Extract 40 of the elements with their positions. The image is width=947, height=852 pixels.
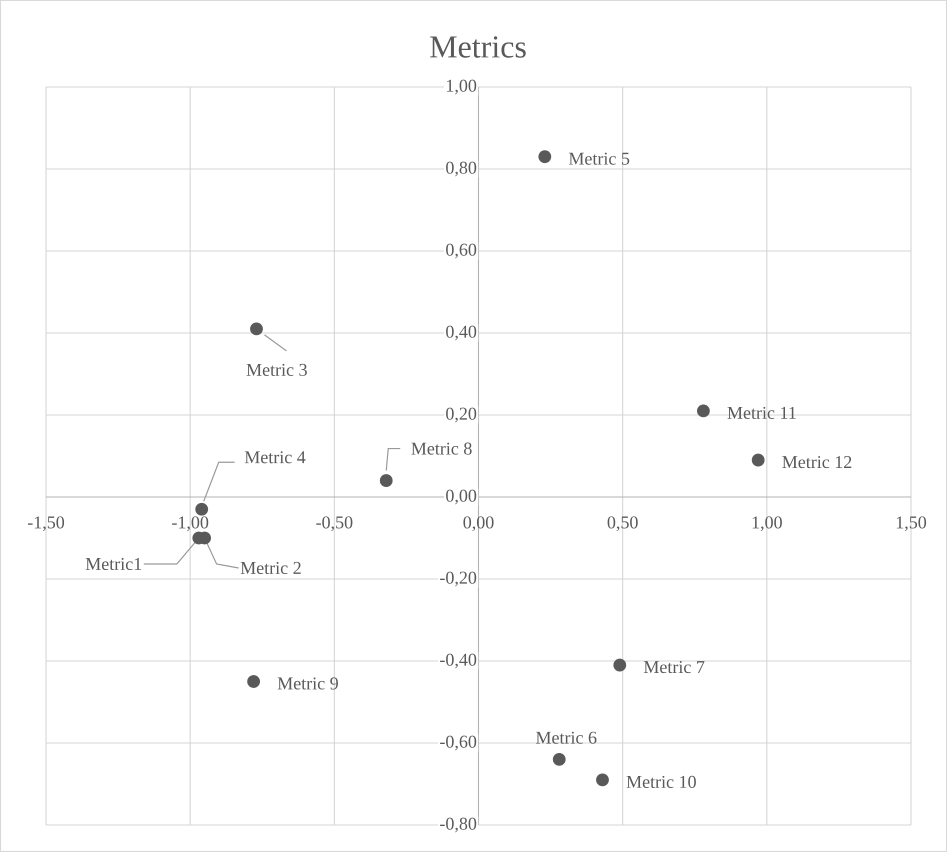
annotation: Metric 9: [278, 677, 338, 690]
y-tick-label: 0,60: [446, 244, 476, 258]
x-tick-label: 0,50: [608, 516, 638, 532]
y-tick-label: -0,40: [440, 654, 476, 668]
chart-title: Metrics: [430, 36, 526, 58]
point: [552, 752, 566, 766]
annotation: Metric 4: [244, 451, 306, 464]
point: [195, 502, 208, 516]
annotation: Metric 2: [240, 562, 301, 574]
annotation: Metric 8: [411, 442, 472, 455]
y-tick-label: 0,00: [446, 490, 476, 504]
annotation: Metric 5: [568, 152, 630, 165]
annotation: Metric 6: [536, 732, 596, 744]
annotation: Metric 10: [626, 776, 696, 788]
y-tick-label: 1,00: [446, 80, 476, 94]
annotation: Metric 3: [246, 364, 307, 376]
x-tick-label: -0,50: [316, 516, 352, 532]
point: [613, 658, 626, 672]
y-tick-label: 0,80: [446, 162, 476, 176]
y-tick-label: -0,20: [440, 572, 476, 586]
x-tick-label: 0,00: [463, 516, 494, 532]
x-tick-label: -1,50: [28, 516, 64, 532]
point: [380, 474, 393, 487]
point: [596, 773, 609, 786]
y-tick-label: -0,80: [440, 818, 476, 832]
point: [752, 454, 765, 466]
y-tick-label: 0,40: [446, 326, 476, 340]
point: [247, 675, 260, 688]
point: [538, 150, 552, 164]
annotation: Metric 7: [644, 661, 704, 674]
x-tick-label: -1,00: [172, 516, 208, 532]
annotation: Metric 12: [782, 456, 852, 468]
annotation: Metric1: [86, 558, 142, 570]
y-tick-label: -0,60: [440, 736, 476, 750]
x-tick-label: 1,50: [896, 516, 926, 532]
point: [696, 404, 710, 418]
point: [250, 322, 263, 336]
x-tick-label: 1,00: [752, 516, 782, 532]
y-tick-label: 0,20: [446, 408, 476, 422]
annotation: Metric 11: [728, 406, 796, 419]
